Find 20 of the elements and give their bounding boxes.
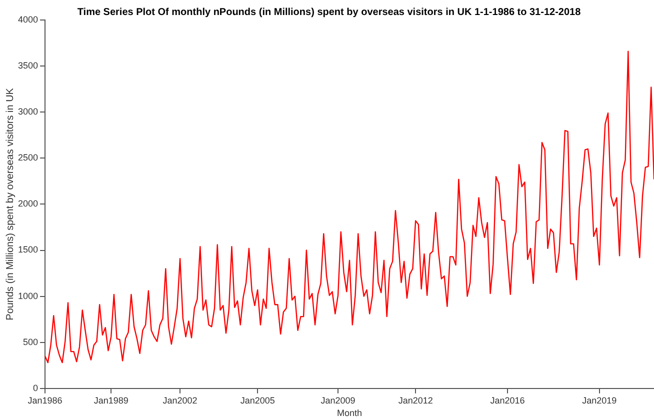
x-tick-label: Jan2012 [398, 395, 433, 406]
y-tick-label: 3500 [18, 60, 38, 71]
y-tick-label: 0 [33, 382, 38, 393]
chart-title: Time Series Plot Of monthly nPounds (in Millions) spent by overseas visitors in UK 1-1-1986 to 31-12-2018 [77, 6, 582, 18]
x-axis-title: Month [337, 408, 362, 418]
y-tick-label: 3000 [18, 106, 38, 117]
y-tick-label: 2500 [18, 152, 38, 163]
x-tick-label: Jan2019 [582, 395, 617, 406]
y-axis-title: Pounds (in Millions) spent by overseas visitors in UK [4, 88, 16, 320]
x-tick-label: Jan1989 [94, 395, 128, 406]
x-tick-label: Jan2009 [320, 395, 356, 406]
y-tick-label: 2000 [18, 198, 38, 209]
y-tick-label: 4000 [18, 14, 38, 24]
x-tick-label: Jan2016 [490, 395, 525, 406]
y-tick-label: 500 [22, 336, 38, 347]
x-tick-label: Jan2002 [162, 395, 198, 406]
x-tick-label: Jan2005 [240, 395, 275, 406]
y-tick-label: 1000 [18, 290, 38, 301]
x-tick-label: Jan1986 [28, 395, 62, 406]
y-tick-label: 1500 [18, 244, 38, 255]
